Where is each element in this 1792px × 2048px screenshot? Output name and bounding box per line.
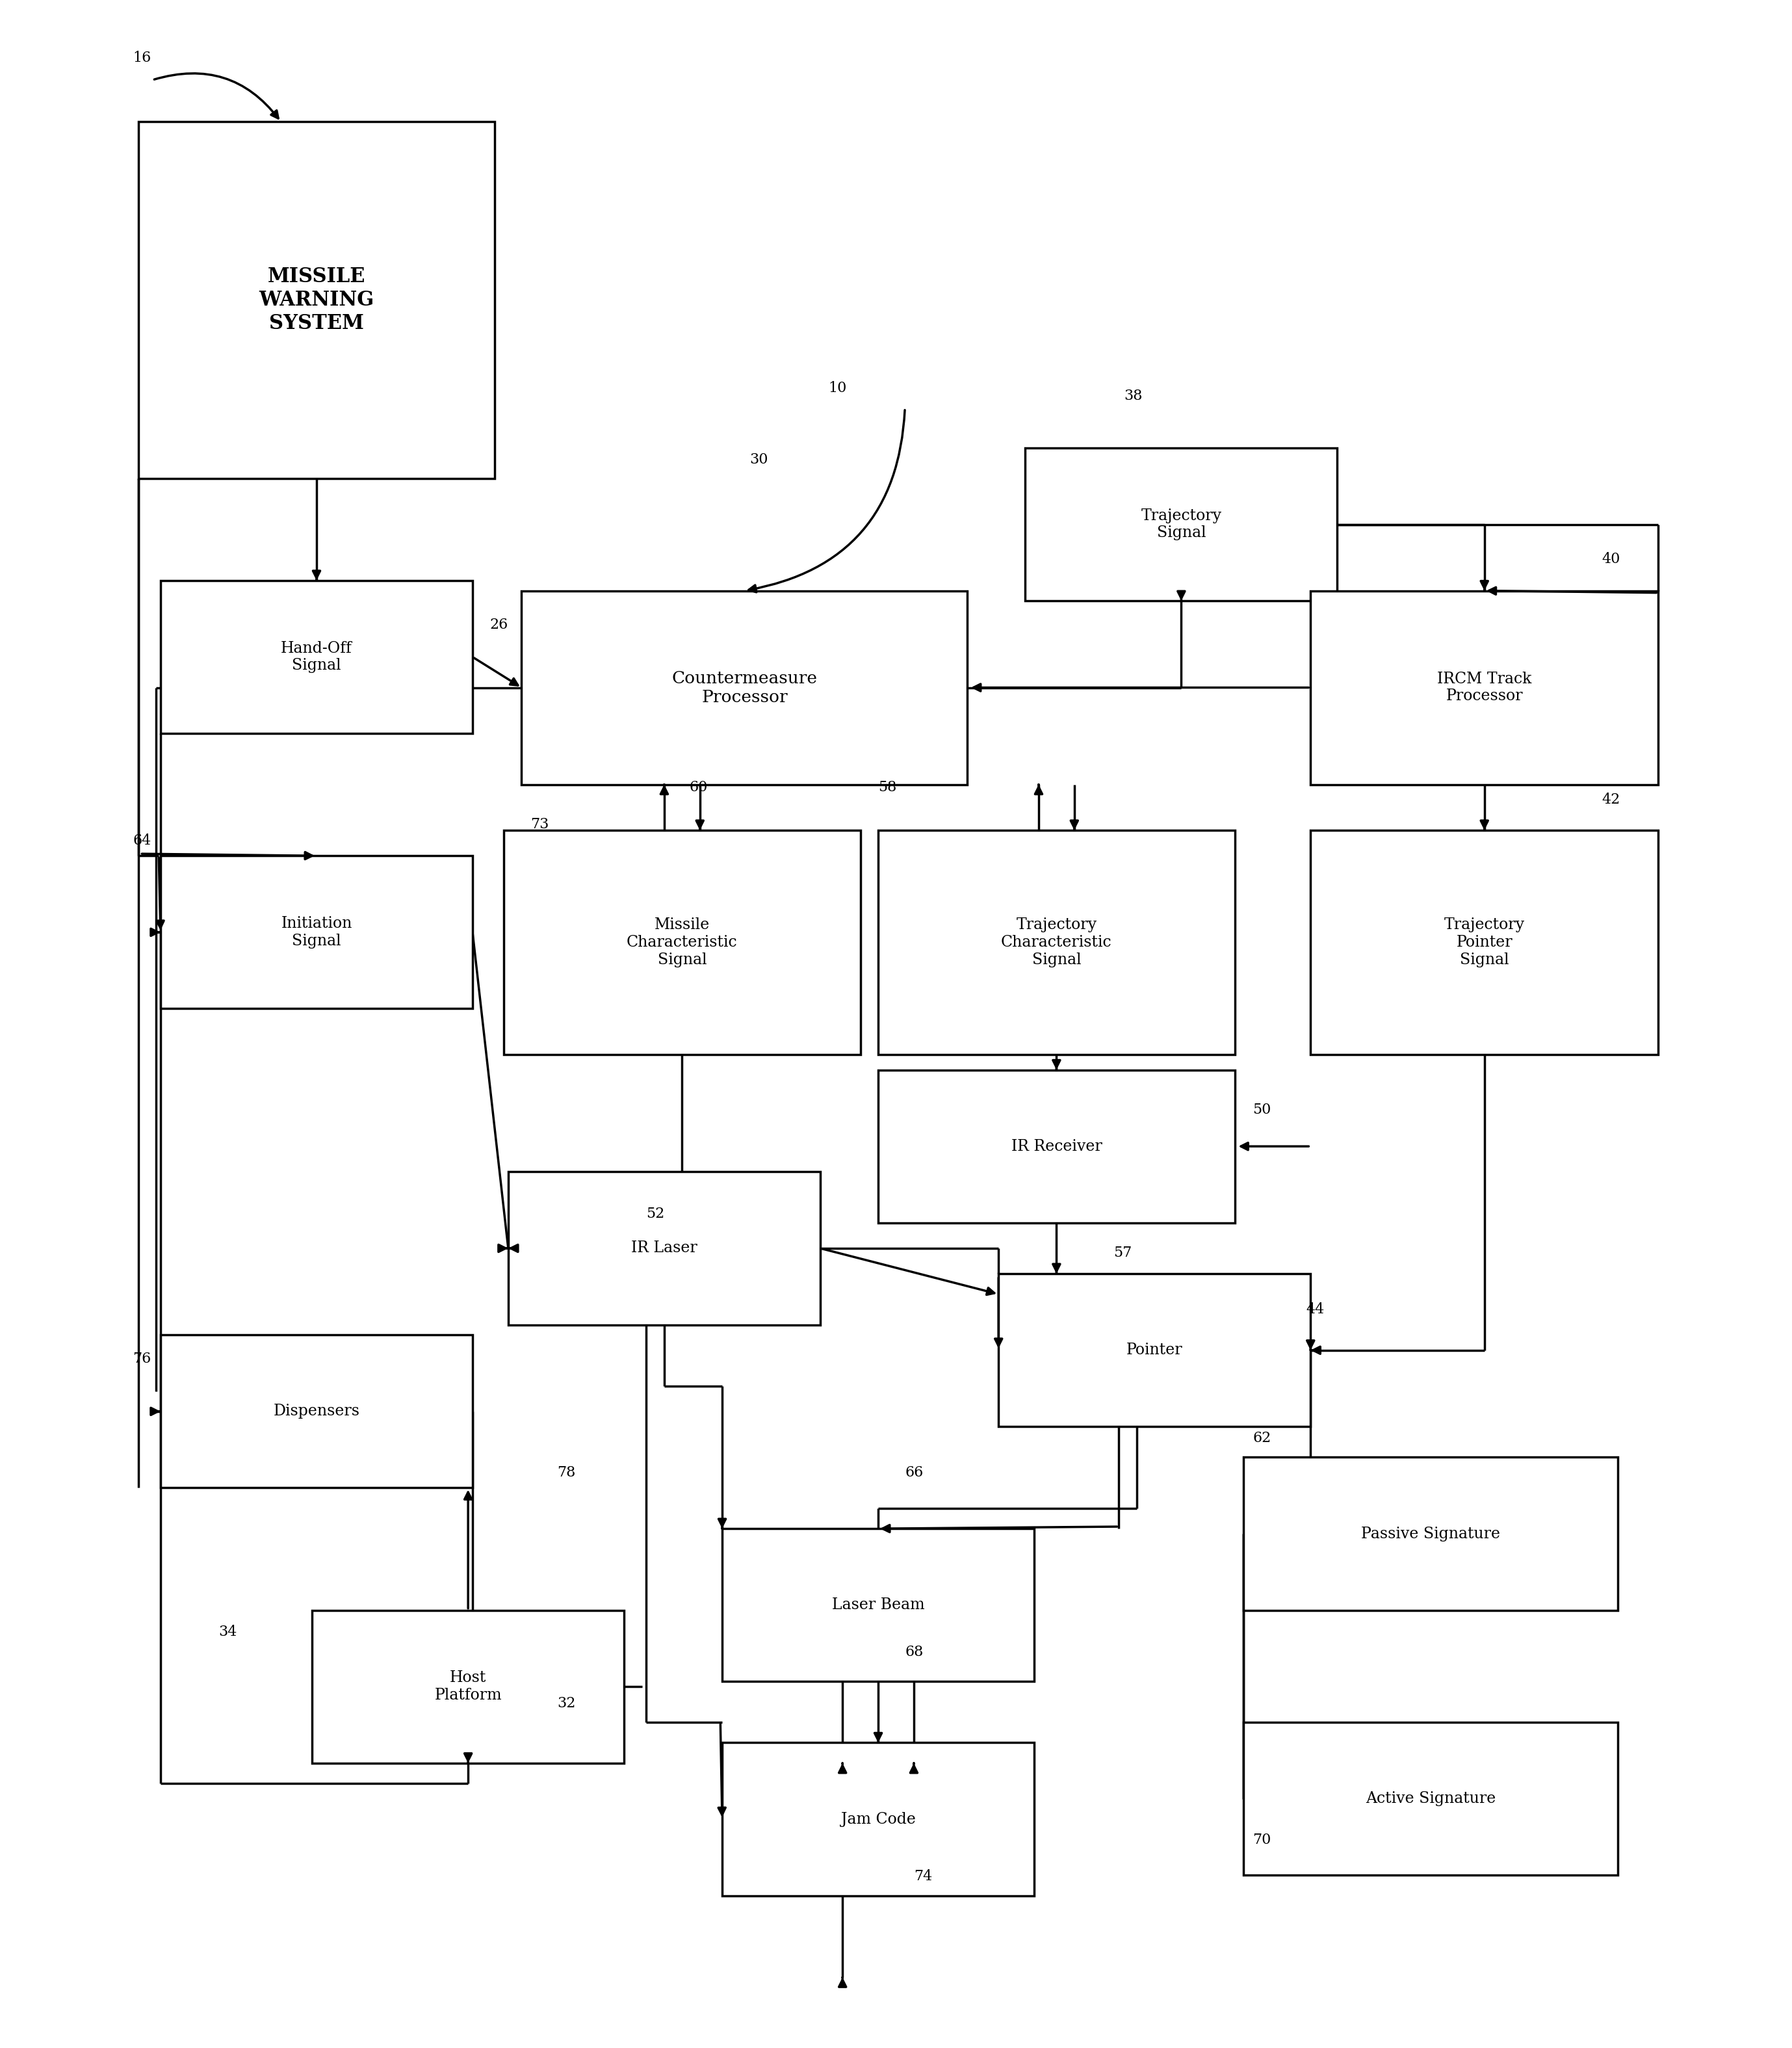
Text: Dispensers: Dispensers <box>274 1405 360 1419</box>
FancyBboxPatch shape <box>878 1069 1235 1223</box>
Text: IR Laser: IR Laser <box>631 1241 697 1255</box>
Text: 62: 62 <box>1253 1432 1271 1446</box>
FancyBboxPatch shape <box>998 1274 1310 1427</box>
Text: Laser Beam: Laser Beam <box>831 1597 925 1612</box>
Text: 66: 66 <box>905 1466 923 1481</box>
Text: 52: 52 <box>647 1206 665 1221</box>
FancyBboxPatch shape <box>161 1335 473 1487</box>
Text: 42: 42 <box>1602 793 1620 807</box>
FancyBboxPatch shape <box>1310 590 1658 784</box>
Text: 40: 40 <box>1602 553 1620 567</box>
Text: IRCM Track
Processor: IRCM Track Processor <box>1437 672 1532 705</box>
Text: Countermeasure
Processor: Countermeasure Processor <box>672 670 817 705</box>
Text: 44: 44 <box>1306 1303 1324 1317</box>
FancyBboxPatch shape <box>312 1610 624 1763</box>
FancyBboxPatch shape <box>722 1528 1034 1681</box>
Text: Host
Platform: Host Platform <box>434 1671 502 1702</box>
Text: 16: 16 <box>133 51 151 66</box>
FancyBboxPatch shape <box>504 829 860 1055</box>
Text: 64: 64 <box>133 834 151 848</box>
Text: IR Receiver: IR Receiver <box>1011 1139 1102 1153</box>
Text: 68: 68 <box>905 1645 923 1659</box>
Text: 32: 32 <box>557 1696 575 1710</box>
Text: 57: 57 <box>1113 1245 1133 1260</box>
Text: 74: 74 <box>914 1870 932 1884</box>
Text: Active Signature: Active Signature <box>1366 1792 1496 1806</box>
FancyBboxPatch shape <box>722 1743 1034 1896</box>
Text: 58: 58 <box>878 780 896 795</box>
Text: Trajectory
Characteristic
Signal: Trajectory Characteristic Signal <box>1002 918 1111 967</box>
Text: 76: 76 <box>133 1352 151 1366</box>
FancyBboxPatch shape <box>161 856 473 1010</box>
Text: 50: 50 <box>1253 1102 1271 1116</box>
Text: Missile
Characteristic
Signal: Missile Characteristic Signal <box>627 918 738 967</box>
Text: 10: 10 <box>828 381 846 395</box>
Text: 60: 60 <box>690 780 708 795</box>
Text: 78: 78 <box>557 1466 575 1481</box>
Text: Trajectory
Pointer
Signal: Trajectory Pointer Signal <box>1444 918 1525 967</box>
Text: 26: 26 <box>489 616 507 631</box>
Text: 38: 38 <box>1124 389 1143 403</box>
Text: Hand-Off
Signal: Hand-Off Signal <box>281 641 353 674</box>
Text: 70: 70 <box>1253 1833 1271 1847</box>
Text: 34: 34 <box>219 1624 237 1638</box>
FancyBboxPatch shape <box>1244 1722 1618 1876</box>
Text: 30: 30 <box>749 453 769 467</box>
FancyBboxPatch shape <box>878 829 1235 1055</box>
FancyBboxPatch shape <box>521 590 968 784</box>
FancyBboxPatch shape <box>161 580 473 733</box>
Text: Pointer: Pointer <box>1127 1343 1183 1358</box>
Text: Passive Signature: Passive Signature <box>1362 1526 1500 1542</box>
FancyBboxPatch shape <box>509 1171 821 1325</box>
FancyBboxPatch shape <box>1310 829 1658 1055</box>
FancyBboxPatch shape <box>1244 1458 1618 1610</box>
Text: MISSILE
WARNING
SYSTEM: MISSILE WARNING SYSTEM <box>258 266 375 334</box>
Text: 73: 73 <box>530 817 548 831</box>
FancyBboxPatch shape <box>138 121 495 479</box>
Text: Trajectory
Signal: Trajectory Signal <box>1142 508 1222 541</box>
FancyBboxPatch shape <box>1025 449 1337 600</box>
Text: Jam Code: Jam Code <box>840 1812 916 1827</box>
Text: Initiation
Signal: Initiation Signal <box>281 915 351 948</box>
